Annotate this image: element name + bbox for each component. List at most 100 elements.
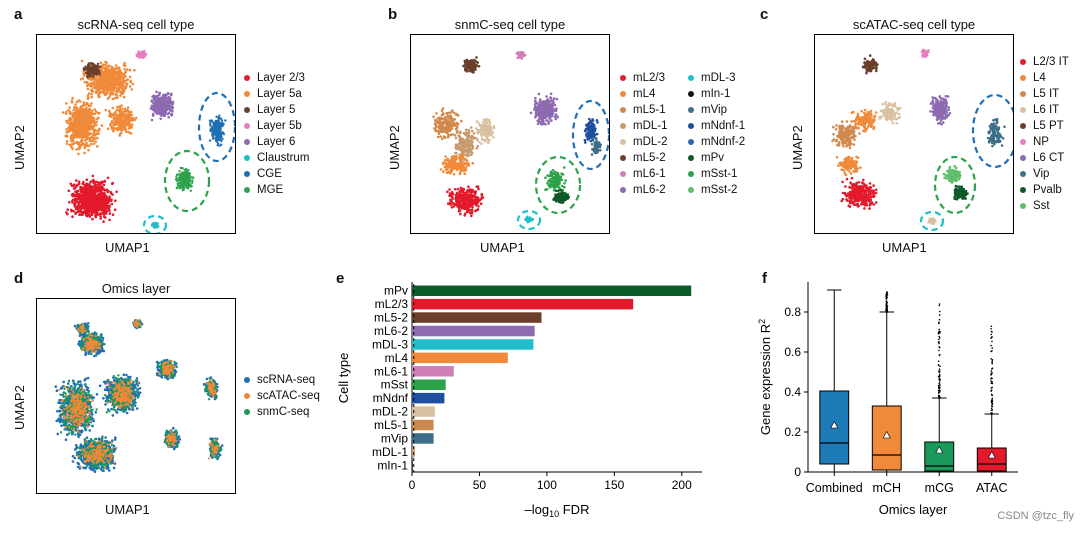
panel-c-legend-item: L5 IT xyxy=(1020,86,1069,102)
panel-c-ylabel: UMAP2 xyxy=(790,125,805,170)
outlier-point xyxy=(990,400,993,403)
y-tick-label: 0.4 xyxy=(784,385,801,399)
umap-cluster xyxy=(104,104,138,137)
legend-label: L5 PT xyxy=(1033,120,1064,132)
outlier-point xyxy=(885,298,888,300)
legend-label: Layer 5b xyxy=(257,120,302,132)
panel-d-umap xyxy=(54,318,224,473)
panel-c-legend-item: L4 xyxy=(1020,70,1069,86)
mean-marker xyxy=(987,450,996,459)
outlier-point xyxy=(886,294,889,296)
outlier-point xyxy=(937,364,940,366)
legend-label: mL2/3 xyxy=(633,72,665,84)
legend-label: scATAC-seq xyxy=(257,390,320,402)
panel-c-plot-frame xyxy=(814,34,1019,234)
legend-label: Layer 6 xyxy=(257,136,296,148)
panel-b-legend-item: mL6-2 xyxy=(620,182,668,198)
outlier-point xyxy=(991,381,993,383)
cluster-outline xyxy=(163,149,211,213)
category-tick-label: mL2/3 xyxy=(375,297,409,311)
panel-a-umap xyxy=(61,49,237,236)
outlier-point xyxy=(937,331,940,334)
legend-label: mNdnf-2 xyxy=(701,136,746,148)
panel-b-legend-item: mL4 xyxy=(620,86,668,102)
outlier-point xyxy=(939,365,941,368)
bar-mL6-2 xyxy=(412,325,535,337)
legend-label: mSst-2 xyxy=(701,184,738,196)
bar-mSst xyxy=(412,379,446,390)
umap-cluster xyxy=(208,114,227,147)
panel-b-plot-frame xyxy=(410,34,611,234)
cluster-outline xyxy=(919,210,945,232)
outlier-point xyxy=(937,333,940,335)
panel-f-ylabel: Gene expression R2 xyxy=(757,319,773,435)
umap-cluster xyxy=(583,117,599,144)
panel-d-legend-item: snmC-seq xyxy=(244,404,320,420)
bar-mL5-2 xyxy=(412,312,542,323)
legend-swatch-icon xyxy=(620,75,626,81)
outlier-point xyxy=(938,368,941,370)
umap-cluster xyxy=(929,94,952,126)
panel-a-plot-frame xyxy=(36,34,237,236)
category-tick-label: mDL-2 xyxy=(372,405,408,419)
panel-a-legend: Layer 2/3 Layer 5a Layer 5 Layer 5b Layer 6 C… xyxy=(244,70,309,198)
outlier-point xyxy=(990,380,992,382)
y-tick-label: 0.6 xyxy=(784,345,801,359)
legend-swatch-icon xyxy=(1020,59,1026,65)
legend-swatch-icon xyxy=(1020,187,1026,193)
panel-b-legend-item: mNdnf-1 xyxy=(688,118,745,134)
umap-cluster xyxy=(986,117,1006,148)
category-tick-label: mL4 xyxy=(385,351,409,365)
panel-a-legend-item: Layer 5b xyxy=(244,118,309,134)
outlier-point xyxy=(938,335,940,338)
umap-cluster xyxy=(150,221,160,229)
panel-b-legend-item: mL6-1 xyxy=(620,166,668,182)
outlier-point xyxy=(938,322,940,325)
umap-cluster xyxy=(61,94,104,156)
legend-swatch-icon xyxy=(688,123,694,129)
umap-cluster xyxy=(529,92,559,126)
umap-cluster xyxy=(174,166,195,192)
umap-cluster xyxy=(590,137,602,156)
legend-swatch-icon xyxy=(1020,203,1026,209)
bar-mL4 xyxy=(412,352,508,364)
bar-mDL-1 xyxy=(412,446,415,458)
umap-cluster xyxy=(132,318,142,328)
legend-swatch-icon xyxy=(688,171,694,177)
outlier-point xyxy=(937,360,940,362)
bar-mDL-3 xyxy=(412,339,534,350)
umap-cluster xyxy=(515,50,527,60)
legend-swatch-icon xyxy=(620,107,626,113)
x-tick-label: Combined xyxy=(806,481,863,495)
bar-mIn-1 xyxy=(412,460,413,471)
legend-label: mSst-1 xyxy=(701,168,738,180)
category-tick-label: mL5-2 xyxy=(374,311,408,325)
outlier-point xyxy=(938,371,941,374)
outlier-point xyxy=(885,310,888,312)
x-tick-label: 200 xyxy=(672,478,692,492)
legend-label: mL5-1 xyxy=(633,104,666,116)
outlier-point xyxy=(939,389,941,392)
outlier-point xyxy=(886,292,888,295)
umap-cluster xyxy=(475,117,496,146)
umap-cluster xyxy=(165,430,178,448)
panel-a-legend-item: Claustrum xyxy=(244,150,309,166)
bar-mL5-1 xyxy=(412,419,434,431)
legend-label: mIn-1 xyxy=(701,88,731,100)
legend-swatch-icon xyxy=(244,107,250,113)
panel-b-legend-item: mVip xyxy=(688,102,745,118)
y-tick-label: 0.8 xyxy=(784,305,801,319)
category-tick-label: mNdnf xyxy=(373,391,409,405)
panel-label-b: b xyxy=(388,6,398,23)
panel-e-ylabel: Cell type xyxy=(336,353,351,404)
bar-mNdnf xyxy=(412,392,445,404)
legend-swatch-icon xyxy=(244,409,250,415)
umap-cluster xyxy=(462,56,481,74)
outlier-point xyxy=(938,337,941,339)
x-tick-label: 50 xyxy=(473,478,487,492)
outlier-point xyxy=(991,403,993,405)
outlier-point xyxy=(990,328,992,330)
x-tick-label: 100 xyxy=(537,478,557,492)
legend-swatch-icon xyxy=(244,139,250,145)
umap-cluster xyxy=(106,379,140,410)
